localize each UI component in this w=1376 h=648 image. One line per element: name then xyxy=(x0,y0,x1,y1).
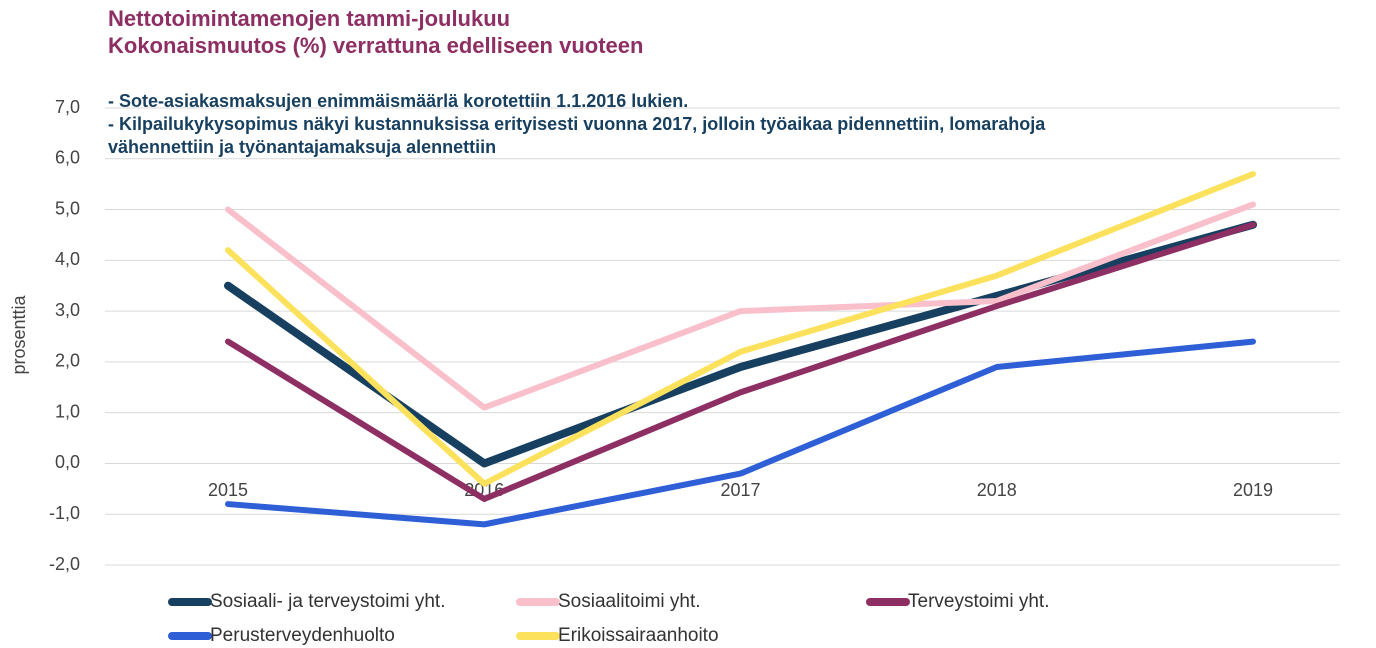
y-tick-label: 4,0 xyxy=(55,249,80,269)
series-line xyxy=(225,338,1256,528)
series-line xyxy=(225,221,1256,502)
y-tick-label: 0,0 xyxy=(55,452,80,472)
y-tick-label: 2,0 xyxy=(55,351,80,371)
y-tick-label: 6,0 xyxy=(55,148,80,168)
x-tick-label: 2019 xyxy=(1233,480,1273,500)
series-line xyxy=(225,201,1256,411)
y-axis-label: prosenttia xyxy=(9,294,29,374)
y-tick-label: -1,0 xyxy=(49,503,80,523)
annotation: - Sote-asiakasmaksujen enimmäismäärlä ko… xyxy=(108,91,688,111)
chart-title: Kokonaismuutos (%) verrattuna edelliseen… xyxy=(108,33,643,58)
chart-title: Nettotoimintamenojen tammi-joulukuu xyxy=(108,6,510,31)
annotation: - Kilpailukykysopimus näkyi kustannuksis… xyxy=(108,114,1046,134)
legend-label: Terveystoimi yht. xyxy=(908,591,1049,612)
y-tick-label: 5,0 xyxy=(55,198,80,218)
series-line xyxy=(225,171,1256,487)
x-tick-label: 2015 xyxy=(208,480,248,500)
x-tick-label: 2018 xyxy=(977,480,1017,500)
y-tick-label: 1,0 xyxy=(55,401,80,421)
y-tick-label: -2,0 xyxy=(49,554,80,574)
legend-label: Sosiaalitoimi yht. xyxy=(558,591,701,612)
y-tick-label: 3,0 xyxy=(55,300,80,320)
legend-label: Perusterveydenhuolto xyxy=(210,625,395,646)
legend-label: Sosiaali- ja terveystoimi yht. xyxy=(210,591,445,612)
annotation: vähennettiin ja työnantajamaksuja alenne… xyxy=(108,137,496,157)
legend-label: Erikoissairaanhoito xyxy=(558,625,719,646)
y-tick-label: 7,0 xyxy=(55,97,80,117)
x-tick-label: 2017 xyxy=(720,480,760,500)
